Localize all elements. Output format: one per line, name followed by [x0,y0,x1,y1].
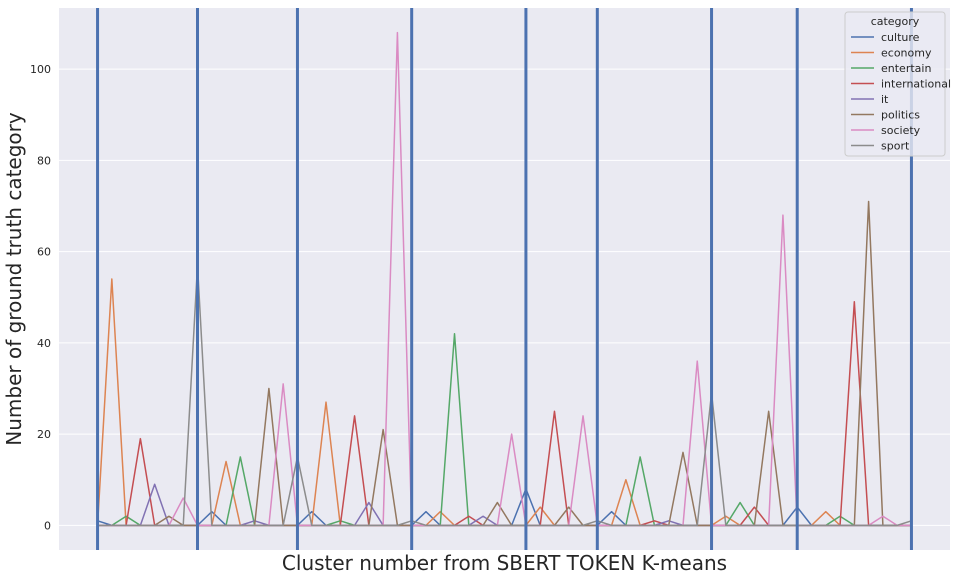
legend: category culture economy entertain internat… [844,11,951,157]
legend-label-sport: sport [881,140,910,153]
y-tick-labels: 0 20 40 60 80 100 [30,63,51,532]
legend-label-society: society [881,124,921,137]
legend-frame [844,11,946,157]
series-line-sport [97,264,912,527]
y-tick-label: 40 [37,337,51,350]
legend-label-entertain: entertain [881,62,931,75]
series-lines [96,31,912,527]
legend-label-it: it [881,93,889,106]
plot-background [59,8,950,550]
y-tick-label: 80 [37,154,51,167]
x-axis-title: Cluster number from SBERT TOKEN K-means [282,551,727,575]
y-axis-title: Number of ground truth category [2,112,26,446]
y-tick-label: 100 [30,63,51,76]
y-tick-label: 60 [37,246,51,259]
legend-label-international: international [881,78,951,91]
legend-items: culture economy entertain international it po… [851,31,951,153]
y-tick-label: 20 [37,428,51,441]
legend-label-politics: politics [881,109,920,122]
legend-title: category [871,15,920,28]
cluster-boundary-lines [96,8,913,550]
legend-label-culture: culture [881,31,920,44]
legend-label-economy: economy [881,47,932,60]
y-tick-label: 0 [44,519,51,532]
